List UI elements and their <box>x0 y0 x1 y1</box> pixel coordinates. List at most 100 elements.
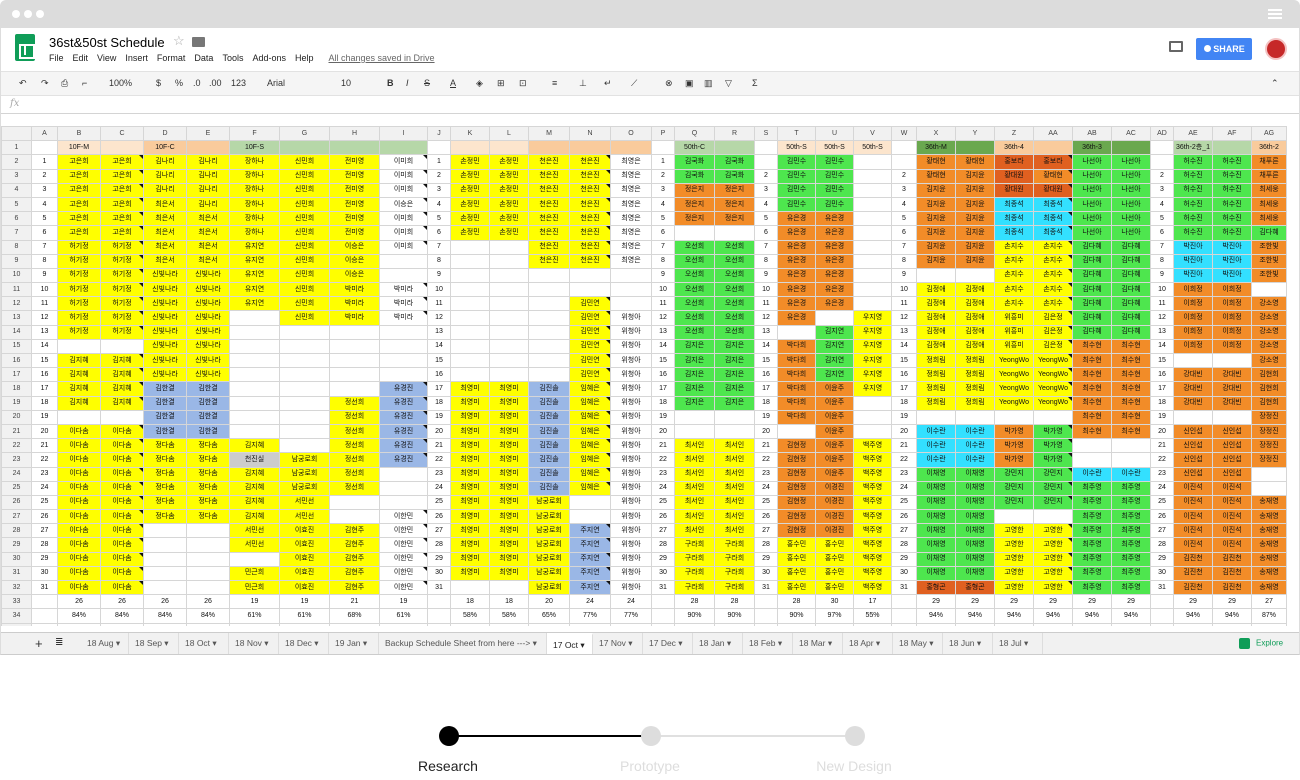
cell[interactable]: 19 <box>229 594 280 610</box>
cell[interactable]: 3 <box>891 182 917 198</box>
cell[interactable]: 최서인 <box>714 509 755 525</box>
cell[interactable]: 최영미 <box>489 509 529 525</box>
cell[interactable] <box>674 225 715 241</box>
cell[interactable]: 김진솔 <box>528 409 570 425</box>
cell[interactable]: 27 <box>427 523 451 539</box>
group-header-cell[interactable] <box>186 140 230 156</box>
cell[interactable]: 천은진 <box>528 154 570 170</box>
cell[interactable]: 김정애 <box>955 296 995 312</box>
cell[interactable] <box>955 409 995 425</box>
cell[interactable]: 허기정 <box>100 310 144 326</box>
cell[interactable]: 박진아 <box>1212 253 1252 269</box>
cell[interactable] <box>450 239 490 255</box>
cell[interactable]: 김나리 <box>186 154 230 170</box>
cell[interactable]: 13 <box>754 324 778 340</box>
cell[interactable]: 11 <box>1150 296 1174 312</box>
cell[interactable]: 14 <box>427 338 451 355</box>
cell[interactable]: 위청아 <box>610 310 652 326</box>
cell[interactable]: 최서인 <box>674 438 715 454</box>
cell[interactable]: 주지연 <box>569 565 611 582</box>
cell[interactable]: 김현정 <box>777 480 816 496</box>
cell[interactable] <box>528 267 570 284</box>
cell[interactable]: 김나리 <box>143 168 187 184</box>
cell[interactable]: 김지윤 <box>955 182 995 198</box>
cell[interactable]: 29 <box>955 594 995 610</box>
cell[interactable]: 김민수 <box>815 154 854 170</box>
cell[interactable]: 19 <box>891 409 917 425</box>
group-header-cell[interactable] <box>379 140 428 156</box>
cell[interactable]: 이수란 <box>916 452 956 468</box>
cell[interactable]: 손정민 <box>489 211 529 227</box>
cell[interactable] <box>754 608 778 624</box>
cell[interactable]: 황대원 <box>994 168 1034 184</box>
cell[interactable]: 김지은 <box>714 367 755 383</box>
cell[interactable] <box>31 608 58 624</box>
cell[interactable] <box>279 395 330 411</box>
cell[interactable]: 정다솜 <box>143 494 187 511</box>
cell[interactable]: 정선희 <box>329 452 380 468</box>
cell[interactable]: 최주영 <box>1111 509 1151 525</box>
cell[interactable] <box>714 423 755 440</box>
cell[interactable]: 박다희 <box>777 409 816 425</box>
cell[interactable] <box>450 367 490 383</box>
cell[interactable]: 유경진 <box>379 423 428 440</box>
sheet-tab[interactable]: 18 Oct ▾ <box>179 633 229 654</box>
cell[interactable]: 20 <box>1150 423 1174 440</box>
cell[interactable]: 최세웅 <box>1251 211 1287 227</box>
cell[interactable] <box>853 282 892 298</box>
cell[interactable]: 20 <box>891 423 917 440</box>
star-icon[interactable]: ☆ <box>173 33 185 48</box>
column-header[interactable]: G <box>279 126 330 142</box>
cell[interactable]: 최수현 <box>1111 423 1151 440</box>
cell[interactable]: 정은지 <box>674 196 715 213</box>
cell[interactable]: 이다솜 <box>100 537 144 553</box>
cell[interactable]: 최영미 <box>450 494 490 511</box>
cell[interactable]: 오선희 <box>674 324 715 340</box>
cell[interactable]: 송재영 <box>1251 509 1287 525</box>
cell[interactable]: 허기정 <box>100 253 144 269</box>
cell[interactable]: 신민희 <box>279 267 330 284</box>
cell[interactable] <box>450 282 490 298</box>
cell[interactable]: 최서인 <box>714 466 755 482</box>
cell[interactable]: 김정애 <box>916 310 956 326</box>
cell[interactable]: 허수진 <box>1212 196 1252 213</box>
cell[interactable]: 정선희 <box>329 480 380 496</box>
cell[interactable]: 나선아 <box>1072 182 1112 198</box>
cell[interactable] <box>229 409 280 425</box>
cell[interactable]: 8 <box>651 253 675 269</box>
cell[interactable]: 서민선 <box>229 523 280 539</box>
cell[interactable]: 최주영 <box>1072 579 1112 596</box>
cell[interactable] <box>489 282 529 298</box>
cell[interactable]: 천은진 <box>569 196 611 213</box>
cell[interactable] <box>1033 622 1073 626</box>
cell[interactable]: 19 <box>1150 409 1174 425</box>
cell[interactable]: 유지연 <box>229 282 280 298</box>
cell[interactable]: 9 <box>427 267 451 284</box>
cell[interactable]: 홍수민 <box>777 579 816 596</box>
cell[interactable]: 최종석 <box>994 211 1034 227</box>
column-header[interactable]: AC <box>1111 126 1151 142</box>
cell[interactable]: 구라희 <box>674 579 715 596</box>
cell[interactable]: 정희림 <box>955 395 995 411</box>
sheets-logo-icon[interactable] <box>15 34 35 61</box>
cell[interactable]: 13 <box>1150 324 1174 340</box>
cell[interactable]: 남궁로회 <box>528 551 570 567</box>
cell[interactable]: 김지혜 <box>229 509 280 525</box>
cell[interactable]: 14 <box>754 338 778 355</box>
comments-icon[interactable] <box>1169 41 1183 52</box>
cell[interactable]: 허수진 <box>1173 182 1213 198</box>
cell[interactable]: 이윤주 <box>815 395 854 411</box>
step-dot-prototype[interactable] <box>641 726 661 746</box>
cell[interactable]: 정다솜 <box>143 466 187 482</box>
cell[interactable]: 4 <box>427 196 451 213</box>
merge-cells-icon[interactable]: ⊡ <box>519 78 527 88</box>
cell[interactable]: 22 <box>754 452 778 468</box>
cell[interactable]: 이희정 <box>1173 282 1213 298</box>
cell[interactable]: 백주영 <box>853 551 892 567</box>
cell[interactable]: 25 <box>891 494 917 511</box>
cell[interactable]: 58% <box>450 608 490 624</box>
cell[interactable]: 김지혜 <box>57 395 101 411</box>
cell[interactable]: 26 <box>100 594 144 610</box>
cell[interactable] <box>427 608 451 624</box>
cell[interactable]: 94% <box>955 608 995 624</box>
